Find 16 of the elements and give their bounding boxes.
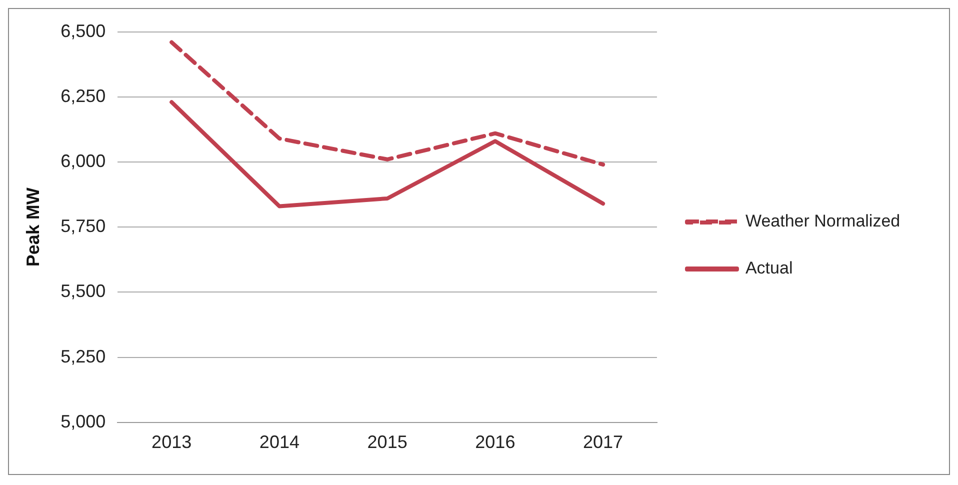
y-tick-label: 6,250: [60, 86, 106, 106]
legend-label: Actual: [745, 258, 812, 278]
y-tick-label: 6,500: [60, 20, 106, 41]
y-tick-label: 5,250: [60, 346, 106, 366]
y-tick-label: 5,750: [60, 216, 106, 236]
x-tick-label: 2014: [259, 432, 300, 452]
x-tick-label: 2017: [583, 432, 624, 452]
y-tick-label: 5,500: [60, 281, 106, 302]
legend-label: Weather Normalized: [745, 212, 920, 231]
x-tick-label: 2015: [367, 432, 408, 452]
x-tick-label: 2016: [475, 432, 516, 452]
y-axis-title: Peak MW: [22, 188, 43, 267]
x-tick-label: 2013: [152, 432, 192, 452]
y-tick-label: 6,000: [60, 150, 106, 171]
y-tick-label: 5,000: [60, 411, 106, 432]
line-series: [170, 40, 606, 167]
